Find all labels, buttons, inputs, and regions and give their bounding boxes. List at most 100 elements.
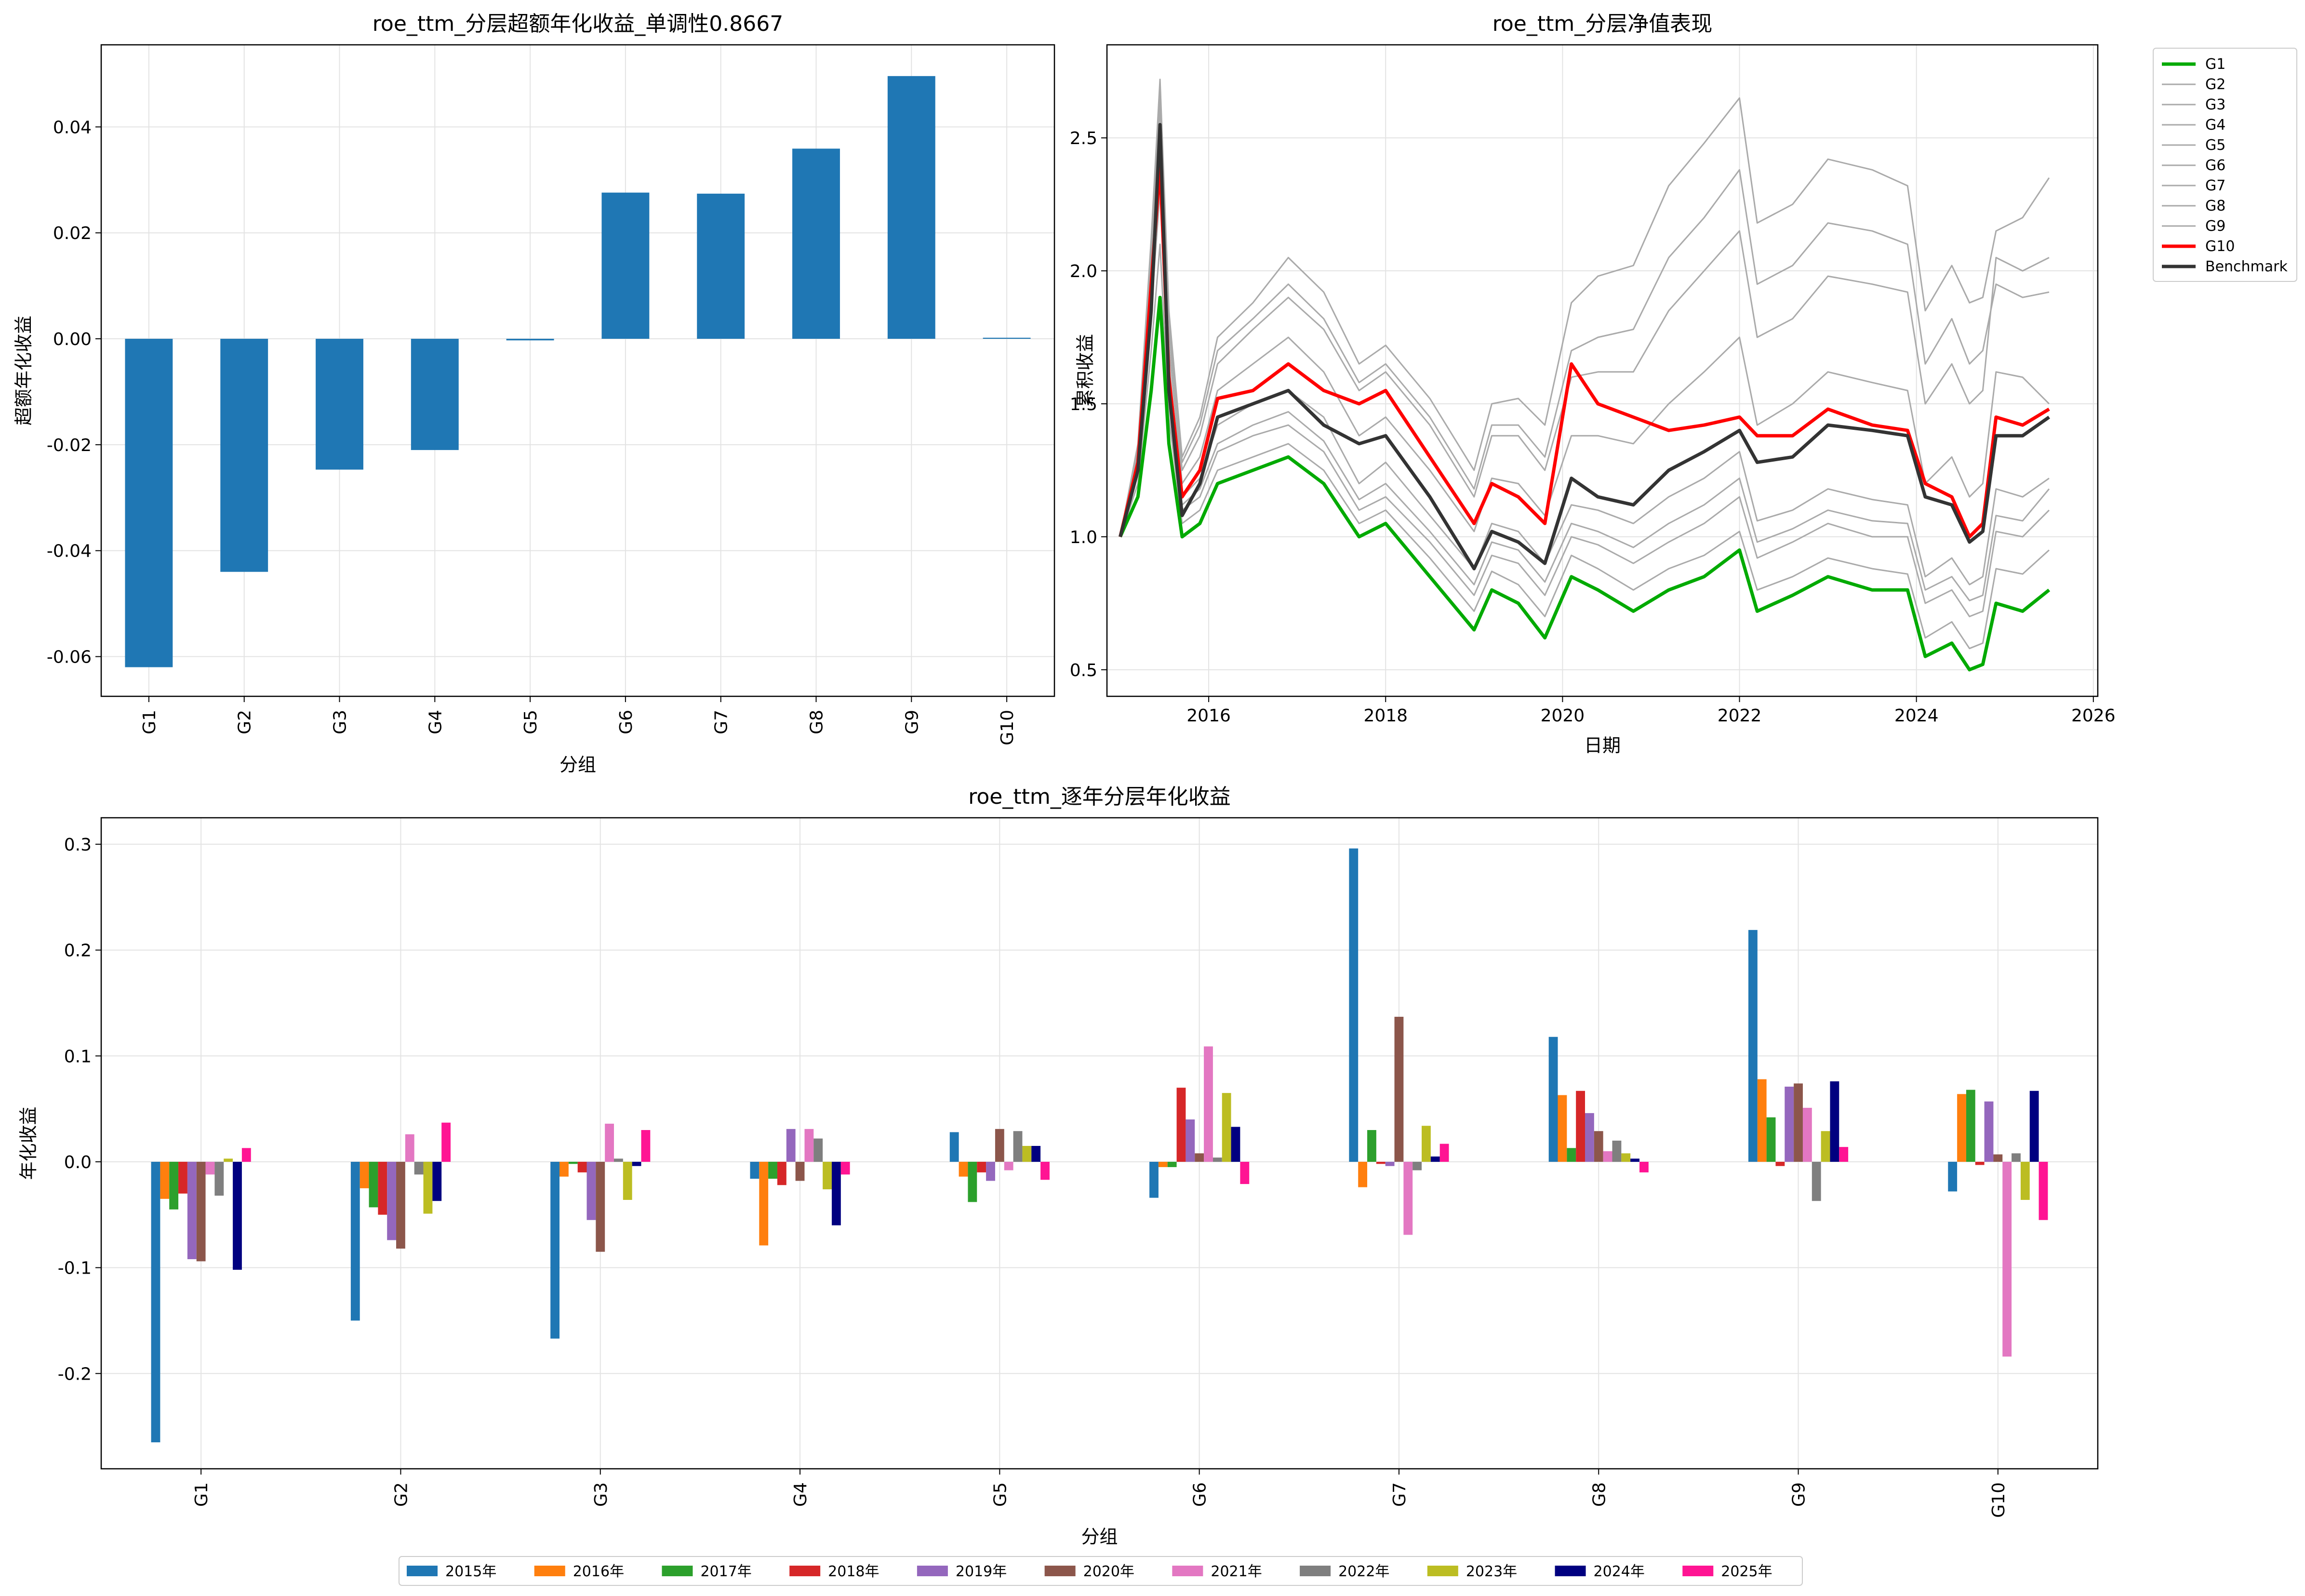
legend-label-G4: G4 (2205, 117, 2225, 133)
y-axis-label: 超额年化收益 (13, 316, 34, 426)
x-tick-label: 2020 (1541, 706, 1585, 726)
bar-G9-2022年 (1812, 1161, 1821, 1201)
plot-frame (100, 817, 2099, 1470)
legend-label-G7: G7 (2205, 177, 2225, 194)
bar-G6-2023年 (1222, 1093, 1231, 1162)
bar-G5-2025年 (1040, 1161, 1050, 1180)
bar-G7-2023年 (1422, 1126, 1431, 1162)
x-tick-label: G10 (1989, 1482, 2009, 1518)
bar-G4-2025年 (840, 1161, 850, 1175)
bar-G7-2022年 (1412, 1161, 1422, 1170)
legend-label-2022年: 2022年 (1338, 1563, 1389, 1580)
bar-G5-2024年 (1031, 1145, 1041, 1162)
bar-G3-2018年 (577, 1161, 587, 1172)
bar-G6-2018年 (1176, 1088, 1186, 1162)
bar-G3-2019年 (586, 1161, 596, 1220)
legend-swatch-2015年 (407, 1566, 438, 1576)
series-line-G10 (1119, 162, 2050, 539)
legend-label-2017年: 2017年 (700, 1563, 751, 1580)
bar-G7-2020年 (1394, 1016, 1404, 1162)
bar-G2-2023年 (423, 1161, 433, 1214)
bar-G5-2016年 (959, 1161, 968, 1177)
legend-label-G9: G9 (2205, 218, 2225, 235)
y-tick-label: -0.06 (47, 648, 92, 667)
bar-G8-2019年 (1585, 1113, 1594, 1162)
bar-G8-2021年 (1603, 1151, 1612, 1162)
bar-G9-2021年 (1802, 1107, 1812, 1162)
bar-G5-2022年 (1013, 1131, 1023, 1162)
bar-G2-2024年 (432, 1161, 442, 1201)
bar-G10-2020年 (1993, 1154, 2003, 1162)
x-tick-label: G8 (807, 710, 827, 734)
bar-G1-2019年 (187, 1161, 197, 1260)
bar-G7-2018年 (1376, 1161, 1386, 1164)
bar-G10-2024年 (2029, 1091, 2039, 1162)
bar-G7-2015年 (1349, 848, 1359, 1162)
bar-G10-2025年 (2039, 1161, 2048, 1220)
bar-G6-2015年 (1149, 1161, 1159, 1198)
series-line-G8 (1119, 89, 2050, 537)
y-tick-label: 1.0 (1070, 528, 1097, 547)
bar-G2 (220, 339, 268, 572)
y-axis-label: 年化收益 (18, 1106, 39, 1180)
series-line-G1 (1119, 295, 2051, 672)
legend-label-2024年: 2024年 (1594, 1563, 1645, 1580)
bar-G1-2023年 (224, 1158, 233, 1162)
bar-G8-2020年 (1594, 1131, 1603, 1162)
bar-G4 (411, 339, 459, 450)
bar-G8-2025年 (1639, 1161, 1649, 1172)
chart-title: roe_ttm_逐年分层年化收益 (968, 785, 1230, 809)
legend-swatch-2023年 (1427, 1566, 1458, 1576)
bar-G2-2016年 (360, 1161, 369, 1188)
bar-G7-2025年 (1439, 1144, 1449, 1162)
bar-G5-2018年 (977, 1161, 986, 1172)
bar-G1-2025年 (241, 1148, 251, 1162)
bar-G4-2022年 (813, 1138, 823, 1162)
bar-G5-2021年 (1004, 1161, 1013, 1170)
legend-label-2016年: 2016年 (573, 1563, 624, 1580)
bar-G8 (792, 148, 840, 339)
bar-G5-2017年 (968, 1161, 977, 1202)
bar-G6-2021年 (1204, 1046, 1213, 1162)
y-tick-label: 0.2 (64, 941, 92, 961)
bar-G6-2019年 (1186, 1119, 1195, 1162)
bar-G1-2017年 (169, 1161, 179, 1210)
x-tick-label: G3 (331, 710, 350, 734)
legend-label-2020年: 2020年 (1083, 1563, 1134, 1580)
bar-G2-2021年 (405, 1134, 414, 1162)
legend-label-2025年: 2025年 (1721, 1563, 1772, 1580)
bar-G9-2025年 (1839, 1147, 1849, 1162)
y-tick-label: 2.0 (1070, 262, 1097, 281)
legend-label-Benchmark: Benchmark (2205, 258, 2288, 275)
y-tick-label: -0.02 (47, 436, 92, 455)
bar-G6-2020年 (1195, 1153, 1204, 1162)
bar-G8-2023年 (1621, 1153, 1631, 1162)
excess-return-chart: -0.06 -0.04 -0.02 0.00 0.02 0.04 G1 G2 G3 G4 G5 G6 G… (13, 12, 1055, 775)
legend-swatch-2019年 (917, 1566, 948, 1576)
bar-G5-2020年 (995, 1129, 1004, 1162)
legend-swatch-2017年 (662, 1566, 693, 1576)
bar-G3-2025年 (641, 1130, 651, 1162)
bar-G9-2024年 (1830, 1081, 1839, 1162)
y-axis-label: 累积收益 (1075, 334, 1096, 407)
bar-G4-2016年 (759, 1161, 769, 1246)
bar-G6-2025年 (1240, 1161, 1250, 1184)
y-tick-label: 0.00 (53, 330, 92, 349)
x-tick-label: G5 (990, 1482, 1010, 1507)
series-line-G6 (1119, 124, 2050, 537)
bar-G1-2016年 (160, 1161, 170, 1199)
y-tick-label: 0.1 (64, 1047, 92, 1066)
bar-G1-2024年 (233, 1161, 242, 1270)
legend-box (2153, 48, 2297, 282)
y-tick-label: 0.04 (53, 118, 92, 137)
bar-G3-2022年 (613, 1158, 623, 1162)
bar-G10-2019年 (1984, 1101, 1994, 1162)
bar-G5-2015年 (949, 1132, 959, 1162)
bar-G3-2020年 (596, 1161, 605, 1252)
bar-G2-2018年 (378, 1161, 387, 1215)
x-tick-label: G8 (1589, 1482, 1609, 1507)
x-axis-label: 分组 (560, 754, 596, 775)
bar-G5 (506, 339, 554, 341)
bar-G10-2017年 (1966, 1090, 1975, 1162)
bar-G9-2017年 (1766, 1117, 1776, 1162)
